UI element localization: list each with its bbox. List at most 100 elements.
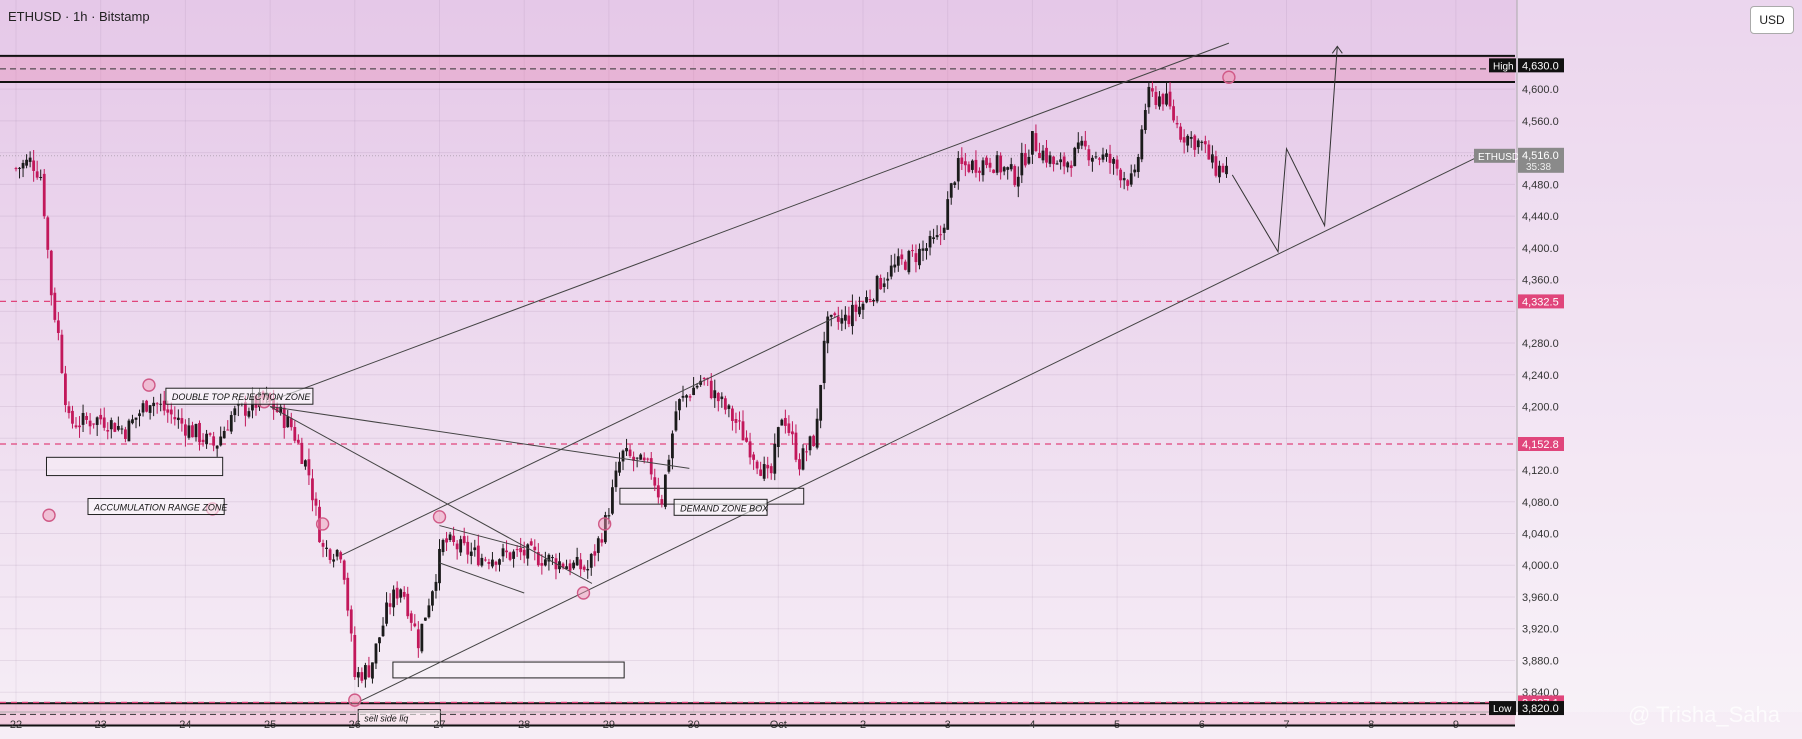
candle-body (1006, 167, 1010, 170)
candle-body (476, 545, 480, 566)
candle-body (413, 623, 417, 627)
candle-body (243, 402, 247, 416)
candle-body (642, 457, 646, 461)
grid (0, 0, 1515, 725)
candle-body (233, 408, 237, 416)
candle-body (480, 557, 484, 566)
candle-body (529, 541, 533, 546)
time-axis[interactable]: 22 23 24 25 26 27 28 29 30 Oct 2 3 4 5 6 7 8 9 (0, 711, 1515, 731)
band-name-bg (1489, 58, 1516, 73)
candle-body (56, 320, 60, 333)
candle-body (416, 629, 420, 649)
candle-body (656, 485, 660, 498)
candle-body (1108, 153, 1112, 163)
candle-body (1168, 91, 1172, 107)
candle-body (307, 459, 311, 476)
level-tag-label: 4,152.8 (1522, 439, 1559, 451)
candle-body (794, 432, 798, 460)
candle-body (967, 164, 971, 172)
candle-body (734, 418, 738, 423)
candle-body (215, 445, 219, 449)
swing-circle (1222, 70, 1236, 84)
candle-body (74, 425, 78, 428)
candle-body (826, 316, 830, 344)
candle-body (762, 464, 766, 479)
candle-body (138, 413, 141, 417)
candle-body (783, 417, 787, 426)
candle-body (939, 234, 943, 236)
candle-body (932, 237, 935, 240)
candle-body (494, 561, 498, 565)
candle-body (639, 454, 643, 460)
candle-body (395, 587, 399, 599)
candle-body (1098, 158, 1101, 160)
candle-body (448, 534, 452, 541)
candle-body (1069, 165, 1073, 169)
candle-body (441, 540, 445, 553)
annotation-box (165, 387, 314, 405)
candle-body (148, 405, 152, 413)
candle-body (1143, 110, 1147, 131)
candle-body (663, 474, 667, 507)
candle-body (766, 464, 770, 469)
price-tags: ETHUSD4,516.035:384,332.54,152.83,827.1L… (0, 58, 1564, 716)
candle-body (35, 171, 39, 178)
candle-body (219, 436, 223, 446)
currency-button[interactable]: USD (1750, 6, 1794, 34)
band-name-bg (1489, 701, 1516, 716)
candle-body (222, 430, 226, 439)
current-price-tag-bg (1518, 147, 1564, 173)
candle-body (162, 400, 166, 411)
candle-body (713, 390, 717, 399)
time-tick-label: 3 (945, 719, 951, 731)
candle-body (466, 541, 470, 555)
candle-body (995, 155, 999, 173)
candle-body (974, 159, 978, 173)
candle-body (618, 461, 621, 473)
candle-body (1080, 140, 1084, 146)
candle-body (519, 548, 523, 553)
candle-body (533, 546, 537, 551)
candle-body (275, 407, 279, 413)
zone-box (392, 661, 625, 679)
candle-body (247, 411, 251, 417)
candle-body (1115, 159, 1119, 169)
candle-body (356, 672, 360, 678)
time-tick-label: 30 (687, 719, 699, 731)
candle-body (988, 162, 992, 168)
candle-body (95, 417, 99, 425)
candle-body (854, 304, 858, 312)
candle-body (695, 385, 699, 388)
trendline (265, 42, 1230, 404)
candle-body (212, 436, 216, 446)
candle-body (1225, 165, 1228, 175)
candle-body (759, 469, 763, 476)
candle-body (438, 548, 441, 584)
chart-title: ETHUSD · 1h · Bitstamp (8, 9, 150, 24)
candle-body (1203, 141, 1207, 145)
price-axis[interactable]: 3,840.03,880.03,920.03,960.04,000.04,040… (1516, 0, 1802, 712)
candle-body (865, 297, 868, 303)
candle-body (311, 478, 314, 501)
candle-body (879, 277, 883, 290)
candle-body (1214, 156, 1218, 176)
candle-body (1129, 173, 1133, 185)
candle-body (462, 536, 466, 544)
candle-body (314, 498, 318, 506)
swing-circle (432, 510, 447, 524)
candle-body (173, 417, 177, 420)
candle-body (498, 559, 501, 565)
candle-body (660, 499, 664, 505)
candle-body (812, 435, 815, 447)
trendline (270, 406, 690, 469)
candle-body (469, 551, 473, 556)
candle-body (942, 227, 946, 233)
candle-body (1150, 88, 1154, 92)
candle-body (727, 405, 731, 409)
candle-body (1038, 152, 1041, 159)
candle-body (88, 420, 92, 427)
candle-body (674, 411, 678, 431)
candle-body (198, 422, 201, 443)
